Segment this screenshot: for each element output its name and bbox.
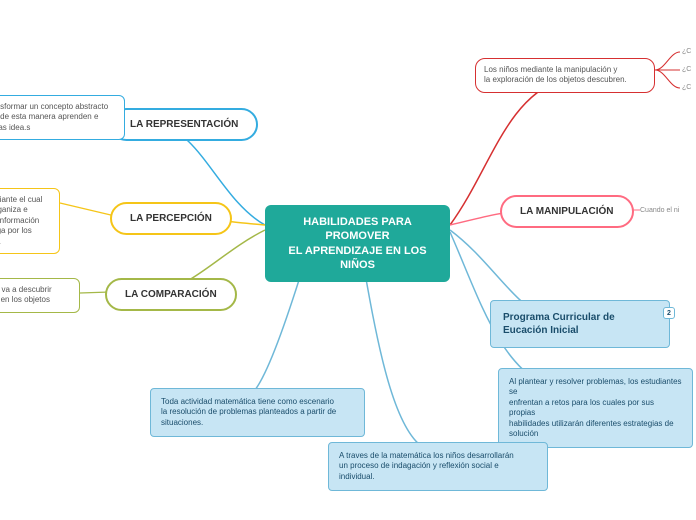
bluebox-programa[interactable]: Programa Curricular deEucación Inicial2 [490, 300, 670, 348]
desc-representacion: mite transformar un concepto abstractoon… [0, 95, 125, 140]
oval-percepcion[interactable]: LA PERCEPCIÓN [110, 202, 232, 235]
oval-comparacion[interactable]: LA COMPARACIÓN [105, 278, 237, 311]
truncated-text: ¿C [682, 84, 691, 91]
bluebox-actividad[interactable]: Toda actividad matemática tiene como esc… [150, 388, 365, 437]
badge-icon: 2 [663, 307, 675, 319]
truncated-text: ¿C [682, 66, 691, 73]
sub-connector [655, 70, 680, 88]
sub-connector [655, 52, 680, 70]
truncated-text: ¿C [682, 48, 691, 55]
desc-connector [60, 203, 115, 216]
center-node[interactable]: HABILIDADES PARA PROMOVEREL APRENDIZAJE … [265, 205, 450, 282]
oval-representacion[interactable]: LA REPRESENTACIÓN [110, 108, 258, 141]
box-manipulacion_top[interactable]: Los niños mediante la manipulación yla e… [475, 58, 655, 93]
desc-percepcion: eso mediante el cuall niño organiza epre… [0, 188, 60, 254]
truncated-text: Cuando el ni [640, 207, 679, 214]
desc-comparacion: ervación va a descubririejanzas en los o… [0, 278, 80, 313]
oval-manipulacion[interactable]: LA MANIPULACIÓN [500, 195, 634, 228]
bluebox-plantear[interactable]: Al plantear y resolver problemas, los es… [498, 368, 693, 448]
bluebox-matematica[interactable]: A traves de la matemática los niños desa… [328, 442, 548, 491]
